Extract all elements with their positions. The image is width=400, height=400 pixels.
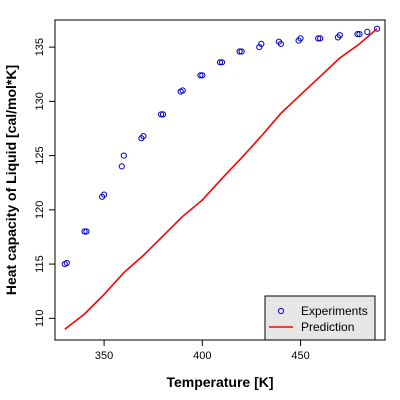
experiment-point <box>356 30 363 38</box>
experiment-point <box>140 133 147 140</box>
experiment-point <box>81 228 88 235</box>
experiment-point <box>354 30 361 38</box>
legend-label-experiments: Experiments <box>301 304 368 318</box>
y-tick-label-120: 120 <box>34 201 46 219</box>
experiment-point <box>374 25 381 32</box>
x-tick-label-350: 350 <box>95 350 113 362</box>
x-axis: 350 400 450 <box>95 340 310 362</box>
experiment-point <box>315 35 322 42</box>
x-axis-title: Temperature [K] <box>166 374 273 390</box>
x-tick-label-450: 450 <box>291 350 309 362</box>
y-tick-label-115: 115 <box>34 255 46 273</box>
y-tick-label-130: 130 <box>34 92 46 110</box>
experiment-point <box>336 32 343 39</box>
experiment-point <box>199 72 206 79</box>
experiment-point <box>218 59 226 66</box>
experiment-point <box>236 48 243 55</box>
experiment-point <box>159 111 167 118</box>
experiment-point <box>297 35 304 42</box>
experiment-point <box>101 191 108 198</box>
series-line-prediction <box>64 28 378 330</box>
experiment-point <box>277 40 284 48</box>
experiment-point <box>118 163 125 170</box>
experiment-point <box>179 87 186 94</box>
y-tick-label-110: 110 <box>34 310 46 328</box>
experiment-point <box>83 228 90 235</box>
experiment-point <box>216 59 224 66</box>
series-layer <box>61 25 381 330</box>
legend-marker-experiments <box>277 307 285 315</box>
y-tick-label-135: 135 <box>34 38 46 56</box>
experiment-point <box>256 44 263 51</box>
y-axis-title: Heat capacity of Liquid [cal/mol*K] <box>3 65 19 295</box>
y-axis: 110 115 120 125 130 135 <box>34 38 55 327</box>
x-tick-label-400: 400 <box>193 350 211 362</box>
legend: Experiments Prediction <box>264 295 376 341</box>
experiment-point <box>120 152 127 159</box>
experiment-point <box>317 35 324 42</box>
legend-label-prediction: Prediction <box>301 320 354 334</box>
experiment-point <box>158 111 165 118</box>
y-tick-label-125: 125 <box>34 146 46 164</box>
plot-frame <box>54 19 386 341</box>
experiment-point <box>238 48 245 55</box>
legend-box <box>264 295 376 341</box>
experiment-point <box>197 72 204 79</box>
experiment-point <box>63 259 70 267</box>
experiment-point <box>258 40 265 48</box>
experiment-point <box>364 28 371 35</box>
